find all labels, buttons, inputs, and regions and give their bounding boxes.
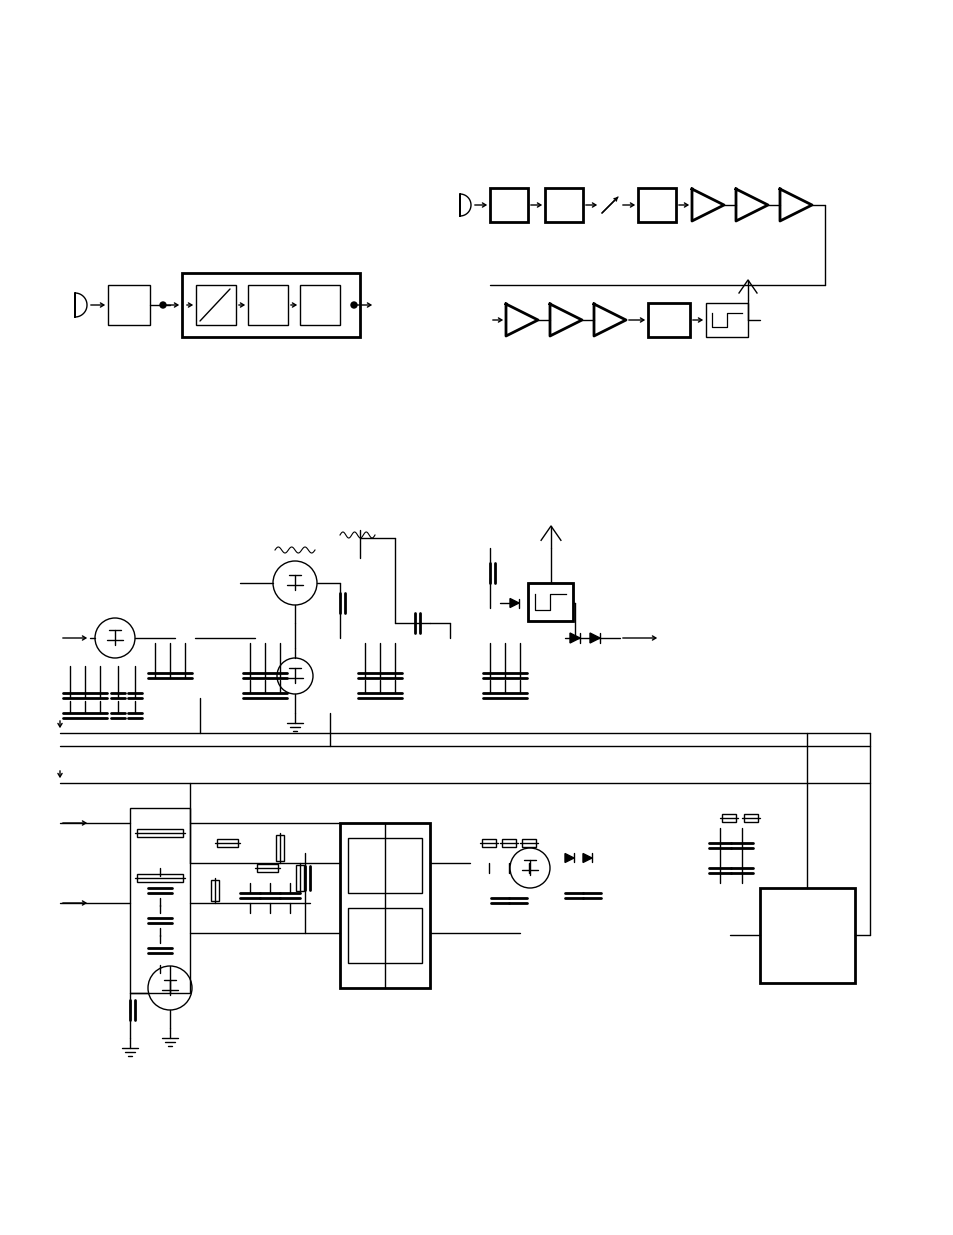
Bar	[137, 874, 183, 882]
Bar	[130, 808, 190, 993]
Bar	[527, 583, 573, 621]
Bar	[481, 839, 496, 847]
Bar	[108, 285, 150, 325]
Bar	[721, 814, 735, 823]
Bar	[216, 839, 237, 847]
Bar	[248, 285, 288, 325]
Bar	[256, 864, 277, 872]
Polygon shape	[510, 599, 518, 608]
Bar	[137, 829, 183, 837]
Bar	[705, 303, 747, 337]
Bar	[348, 908, 421, 963]
Polygon shape	[589, 634, 599, 643]
Circle shape	[160, 303, 166, 308]
Bar	[211, 881, 219, 902]
Bar	[743, 814, 758, 823]
Bar	[275, 835, 284, 861]
Circle shape	[351, 303, 356, 308]
Bar	[647, 303, 689, 337]
Polygon shape	[569, 634, 579, 643]
Bar	[299, 285, 339, 325]
Bar	[760, 888, 854, 983]
Bar	[527, 583, 573, 621]
Polygon shape	[564, 853, 574, 862]
Polygon shape	[582, 853, 592, 862]
Bar	[521, 839, 536, 847]
Bar	[348, 839, 421, 893]
Bar	[295, 864, 304, 890]
Bar	[182, 273, 359, 337]
Bar	[195, 285, 235, 325]
Bar	[544, 188, 582, 222]
Bar	[501, 839, 516, 847]
Bar	[490, 188, 527, 222]
Bar	[638, 188, 676, 222]
Bar	[339, 823, 430, 988]
